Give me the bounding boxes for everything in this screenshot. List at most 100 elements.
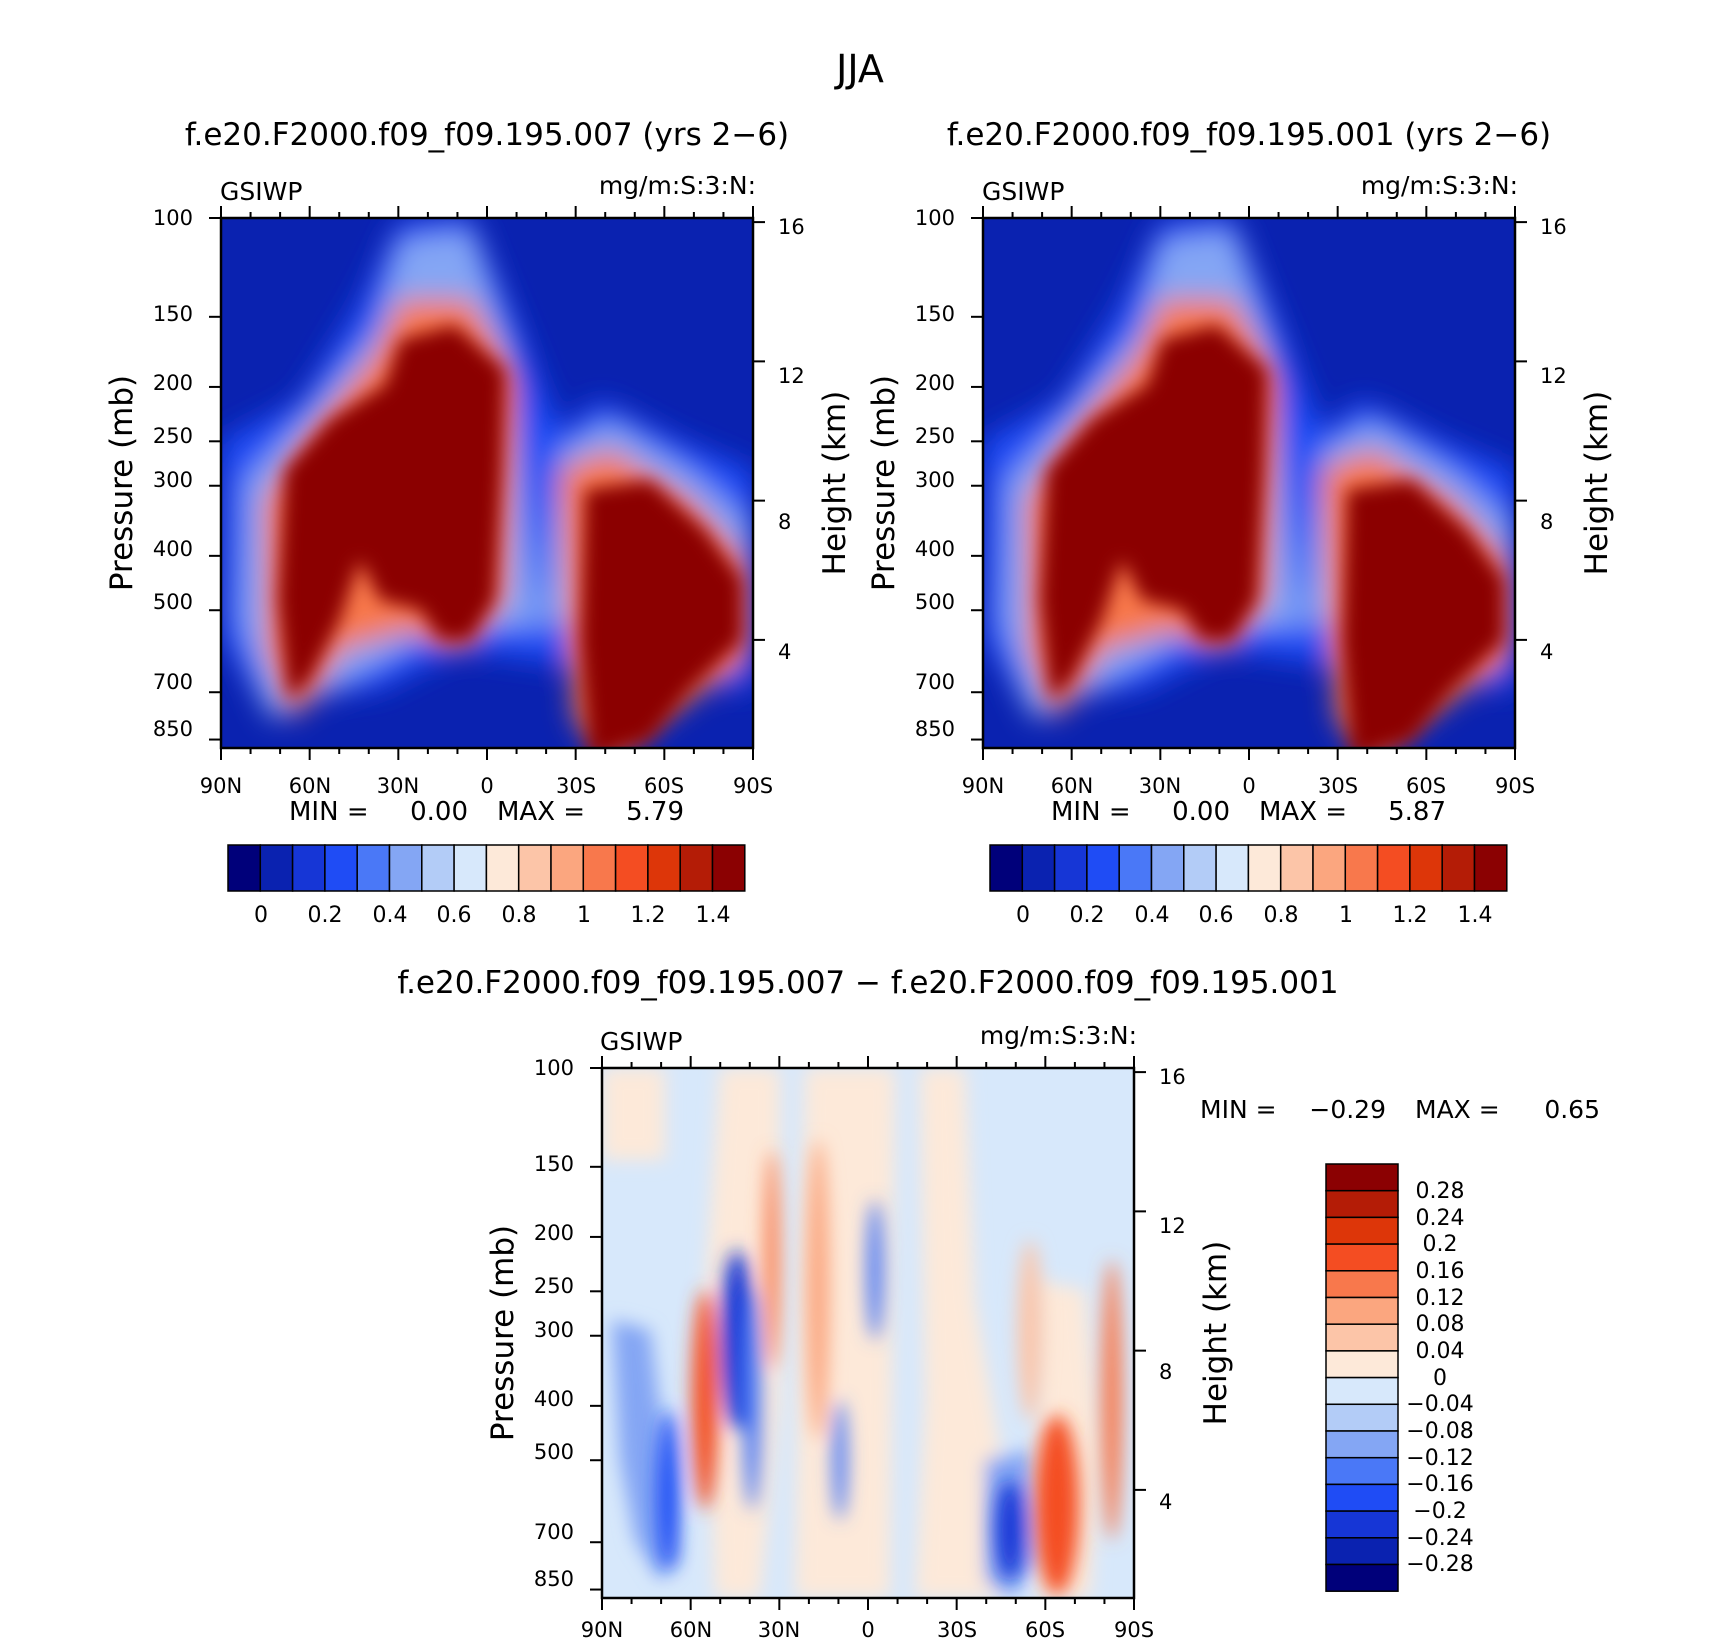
panel-2-min-value: 0.00: [1172, 797, 1230, 827]
colorbar-swatch: [1215, 844, 1250, 892]
panel-3-region-pos-band-1: [602, 1068, 665, 1160]
panel-3-cbar-label-8: −0.04: [1406, 1392, 1473, 1417]
panel-2-ytick-400: 400: [915, 537, 955, 561]
colorbar-swatch: [1325, 1510, 1399, 1539]
panel-1-xtick-1: 60N: [289, 774, 331, 798]
colorbar-swatch: [989, 844, 1024, 892]
colorbar-swatch: [356, 844, 391, 892]
panel-1-ytick-300: 300: [153, 468, 193, 492]
colorbar-swatch: [227, 844, 262, 892]
panel-3-region-pos-band-4: [915, 1068, 1000, 1598]
panel-1-ytick-200: 200: [153, 371, 193, 395]
panel-2-cbar-label-2: 0.4: [1135, 903, 1170, 928]
panel-1-y2tick-8: 8: [778, 510, 791, 534]
panel-3-cbar-label-1: 0.24: [1416, 1206, 1465, 1231]
colorbar-swatch: [1325, 1216, 1399, 1245]
panel-3-title: f.e20.F2000.f09_f09.195.007 − f.e20.F200…: [397, 965, 1338, 1001]
panel-3-xtick-2: 30N: [758, 1618, 800, 1639]
panel-3-y2tick-4: 4: [1159, 1490, 1172, 1514]
panel-3-ytick-150: 150: [534, 1152, 574, 1176]
panel-3-cbar-label-14: −0.28: [1406, 1552, 1473, 1577]
panel-3-field: [602, 1068, 1134, 1598]
panel-2-ytick-150: 150: [915, 302, 955, 326]
panel-3-cbar-label-11: −0.16: [1406, 1472, 1473, 1497]
panel-2-xtick-4: 30S: [1318, 774, 1358, 798]
panel-2-y2label: Height (km): [1579, 391, 1615, 576]
panel-1-cbar-label-5: 1: [577, 903, 591, 928]
panel-3-cell-pos-5: [1035, 1415, 1079, 1595]
panel-1-cbar-label-7: 1.4: [696, 903, 731, 928]
panel-1-ytick-850: 850: [153, 717, 193, 741]
panel-2-ytick-700: 700: [915, 670, 955, 694]
panel-2-field: [983, 218, 1515, 748]
panel-3-cbar-label-7: 0: [1433, 1366, 1447, 1391]
colorbar-swatch: [1325, 1456, 1399, 1486]
panel-3-cell-neg-5: [867, 1200, 883, 1340]
colorbar-swatch: [1150, 844, 1185, 892]
panel-2-ytick-850: 850: [915, 717, 955, 741]
panel-2-cbar-label-6: 1.2: [1393, 903, 1428, 928]
panel-2-ytick-100: 100: [915, 206, 955, 230]
panel-3-ytick-200: 200: [534, 1221, 574, 1245]
panel-3-max-label: MAX =: [1415, 1095, 1500, 1124]
panel-2-xtick-3: 0: [1242, 774, 1255, 798]
panel-3-cbar-label-13: −0.24: [1406, 1526, 1473, 1551]
panel-3-xtick-0: 90N: [581, 1618, 623, 1639]
colorbar-swatch: [1325, 1483, 1399, 1512]
panel-2-max-label: MAX =: [1259, 797, 1347, 827]
figure-title: JJA: [834, 47, 884, 91]
panel-1-xtick-0: 90N: [200, 774, 242, 798]
panel-3-ytick-400: 400: [534, 1387, 574, 1411]
panel-1-min-value: 0.00: [410, 797, 468, 827]
panel-1-xtick-6: 90S: [733, 774, 773, 798]
panel-3-cbar-label-3: 0.16: [1416, 1259, 1465, 1284]
panel-2-cbar-label-3: 0.6: [1199, 903, 1234, 928]
panel-2-min-label: MIN =: [1051, 797, 1131, 827]
panel-2-xtick-1: 60N: [1051, 774, 1093, 798]
panel-1-y2tick-12: 12: [778, 364, 805, 388]
panel-3-variable-label: GSIWP: [600, 1027, 682, 1056]
panel-1-title: f.e20.F2000.f09_f09.195.007 (yrs 2−6): [185, 117, 789, 153]
colorbar-swatch: [291, 844, 326, 892]
colorbar-swatch: [1118, 844, 1153, 892]
panel-2-xtick-0: 90N: [962, 774, 1004, 798]
colorbar-swatch: [1409, 844, 1443, 892]
panel-2-ytick-300: 300: [915, 468, 955, 492]
panel-2-xtick-6: 90S: [1495, 774, 1535, 798]
panel-3-y2tick-8: 8: [1159, 1360, 1172, 1384]
panel-2-cbar-label-7: 1.4: [1458, 903, 1493, 928]
colorbar-swatch: [1053, 844, 1088, 892]
panel-1-max-value: 5.79: [626, 797, 684, 827]
colorbar-swatch: [324, 844, 358, 892]
panel-2: f.e20.F2000.f09_f09.195.001 (yrs 2−6) GS…: [866, 117, 1615, 928]
panel-3-max-value: 0.65: [1544, 1095, 1600, 1124]
panel-2-y2tick-12: 12: [1540, 364, 1567, 388]
panel-3-cell-pos-2: [765, 1150, 779, 1370]
panel-1-ytick-150: 150: [153, 302, 193, 326]
colorbar-swatch: [1325, 1350, 1399, 1379]
colorbar-swatch: [1325, 1189, 1399, 1219]
panel-1-ytick-250: 250: [153, 424, 193, 448]
panel-3-cell-neg-3: [743, 1290, 761, 1510]
panel-3-cell-neg-6: [996, 1480, 1024, 1580]
colorbar-swatch: [1325, 1403, 1399, 1432]
panel-3-cell-pos-3: [807, 1140, 829, 1440]
panel-1-xtick-3: 0: [480, 774, 493, 798]
colorbar-swatch: [1473, 844, 1508, 892]
panel-1: f.e20.F2000.f09_f09.195.007 (yrs 2−6) GS…: [104, 117, 853, 928]
panel-1-y2label: Height (km): [817, 391, 853, 576]
panel-3-cbar-label-0: 0.28: [1416, 1179, 1465, 1204]
colorbar-swatch: [1325, 1430, 1399, 1459]
panel-2-y2tick-8: 8: [1540, 510, 1553, 534]
colorbar-swatch: [647, 844, 681, 892]
panel-1-xtick-2: 30N: [377, 774, 419, 798]
panel-3-min-label: MIN =: [1200, 1095, 1277, 1124]
panel-2-y2tick-4: 4: [1540, 640, 1553, 664]
panel-1-y2tick-4: 4: [778, 640, 791, 664]
panel-2-y2tick-16: 16: [1540, 215, 1567, 239]
panel-2-cbar-label-0: 0: [1016, 903, 1030, 928]
colorbar-swatch: [679, 844, 714, 892]
panel-2-ytick-250: 250: [915, 424, 955, 448]
panel-3: f.e20.F2000.f09_f09.195.007 − f.e20.F200…: [397, 965, 1600, 1639]
colorbar-swatch: [550, 844, 585, 892]
